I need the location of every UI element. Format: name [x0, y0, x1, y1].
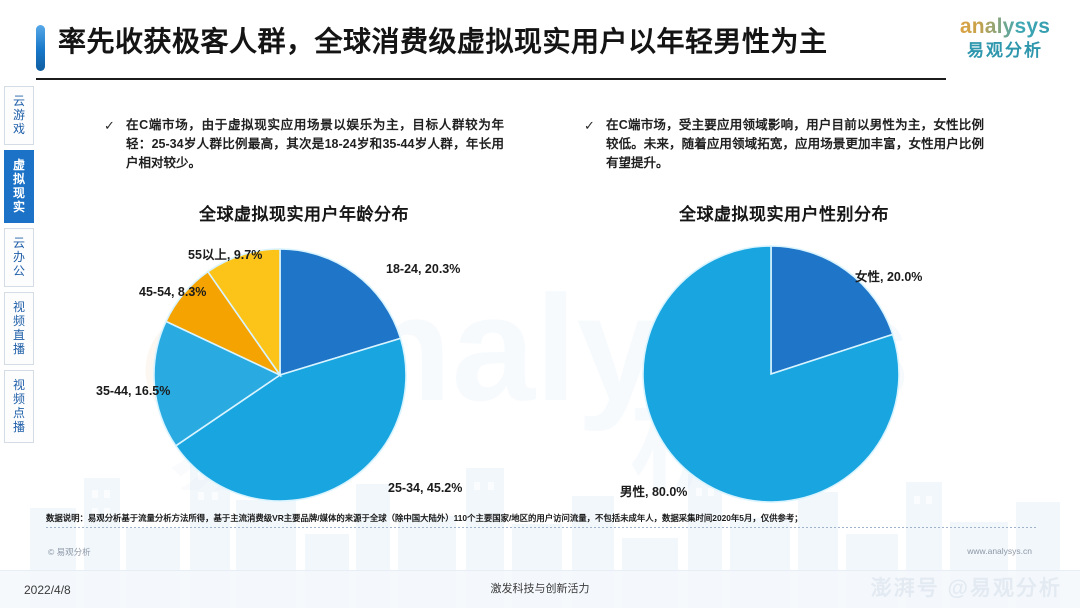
- pie-gender-svg: [642, 245, 900, 503]
- title-divider: [36, 78, 946, 80]
- bullet-left: ✓ 在C端市场，由于虚拟现实应用场景以娱乐为主，目标人群较为年轻：25-34岁人…: [104, 116, 504, 173]
- footer-date: 2022/4/8: [24, 583, 71, 597]
- title-text: 率先收获极客人群，全球消费级虚拟现实用户以年轻男性为主: [58, 26, 828, 57]
- pie-slice-男性: [642, 245, 900, 503]
- sidebar-item-label: 戏: [12, 122, 25, 136]
- page-title: 率先收获极客人群，全球消费级虚拟现实用户以年轻男性为主: [36, 22, 956, 74]
- sidebar-item-label: 视: [12, 378, 25, 392]
- footnote-text: 数据说明：易观分析基于流量分析方法所得，基于主流消费级VR主要品牌/媒体的来源于…: [46, 513, 803, 523]
- footer-tagline: 激发科技与创新活力: [490, 583, 590, 595]
- pie-label-55-plus: 55以上, 9.7%: [188, 248, 263, 262]
- pie-label-45-54: 45-54, 8.3%: [139, 285, 207, 299]
- sidebar-item-label: 现: [12, 186, 25, 200]
- sidebar-item-label: 频: [12, 392, 25, 406]
- bullet-right-text: 在C端市场，受主要应用领域影响，用户目前以男性为主，女性比例较低。未来，随着应用…: [606, 118, 984, 170]
- sidebar-item-label: 公: [12, 264, 25, 278]
- brand-name-cn: 易观分析: [967, 41, 1043, 60]
- sidebar-item-label: 云: [12, 94, 25, 108]
- bottom-watermark: 澎湃号 @易观分析: [870, 577, 1062, 600]
- sidebar-item-cloud-office[interactable]: 云 办 公: [4, 228, 34, 287]
- footnote-divider: [46, 527, 1036, 528]
- pie-chart-age: [150, 245, 410, 505]
- sidebar-item-virtual-reality[interactable]: 虚 拟 现 实: [4, 150, 34, 223]
- pie-slice-25-34: [174, 337, 407, 502]
- pie-age-svg: [153, 248, 407, 502]
- pie-label-female: 女性, 20.0%: [855, 270, 923, 284]
- sidebar-item-label: 拟: [12, 172, 25, 186]
- sidebar-item-label: 播: [12, 420, 25, 434]
- footer-band: [0, 570, 1080, 608]
- pie-label-18-24: 18-24, 20.3%: [386, 262, 461, 276]
- check-icon: ✓: [584, 118, 595, 133]
- sidebar-item-label: 直: [12, 328, 25, 342]
- check-icon: ✓: [104, 118, 115, 133]
- sidebar-item-label: 实: [12, 200, 25, 214]
- bullet-left-text: 在C端市场，由于虚拟现实应用场景以娱乐为主，目标人群较为年轻：25-34岁人群比…: [126, 118, 504, 170]
- chart-title-age: 全球虚拟现实用户年龄分布: [199, 205, 409, 224]
- brand-name-en: analysys: [944, 14, 1066, 40]
- pie-label-35-44: 35-44, 16.5%: [96, 384, 171, 398]
- sidebar-item-label: 游: [12, 108, 25, 122]
- copyright-text: © 易观分析: [48, 547, 91, 557]
- sidebar-item-video-on-demand[interactable]: 视 频 点 播: [4, 370, 34, 443]
- sidebar-item-label: 视: [12, 300, 25, 314]
- sidebar-item-cloud-gaming[interactable]: 云 游 戏: [4, 86, 34, 145]
- bullet-right: ✓ 在C端市场，受主要应用领域影响，用户目前以男性为主，女性比例较低。未来，随着…: [584, 116, 984, 173]
- sidebar-item-label: 播: [12, 342, 25, 356]
- website-link[interactable]: www.analysys.cn: [967, 546, 1032, 556]
- pie-label-male: 男性, 80.0%: [620, 485, 688, 499]
- sidebar-item-label: 云: [12, 236, 25, 250]
- pie-slice-女性: [770, 245, 894, 376]
- pie-slice-35-44: [153, 320, 282, 447]
- pie-slice-18-24: [279, 248, 402, 377]
- pie-chart-gender: [640, 243, 902, 505]
- sidebar-item-label: 虚: [12, 158, 25, 172]
- chart-title-gender: 全球虚拟现实用户性别分布: [679, 205, 889, 224]
- footnote-block: 数据说明：易观分析基于流量分析方法所得，基于主流消费级VR主要品牌/媒体的来源于…: [46, 512, 1036, 528]
- sidebar-item-label: 办: [12, 250, 25, 264]
- sidebar-item-live-streaming[interactable]: 视 频 直 播: [4, 292, 34, 365]
- sidebar-nav[interactable]: 云 游 戏 虚 拟 现 实 云 办 公 视 频 直 播 视 频 点 播: [4, 86, 34, 448]
- pie-slice-55以上: [206, 248, 281, 378]
- brand-logo: analysys 易观分析: [944, 14, 1066, 76]
- sidebar-item-label: 点: [12, 406, 25, 420]
- pie-label-25-34: 25-34, 45.2%: [388, 481, 463, 495]
- sidebar-item-label: 频: [12, 314, 25, 328]
- title-accent-bar: [36, 25, 45, 71]
